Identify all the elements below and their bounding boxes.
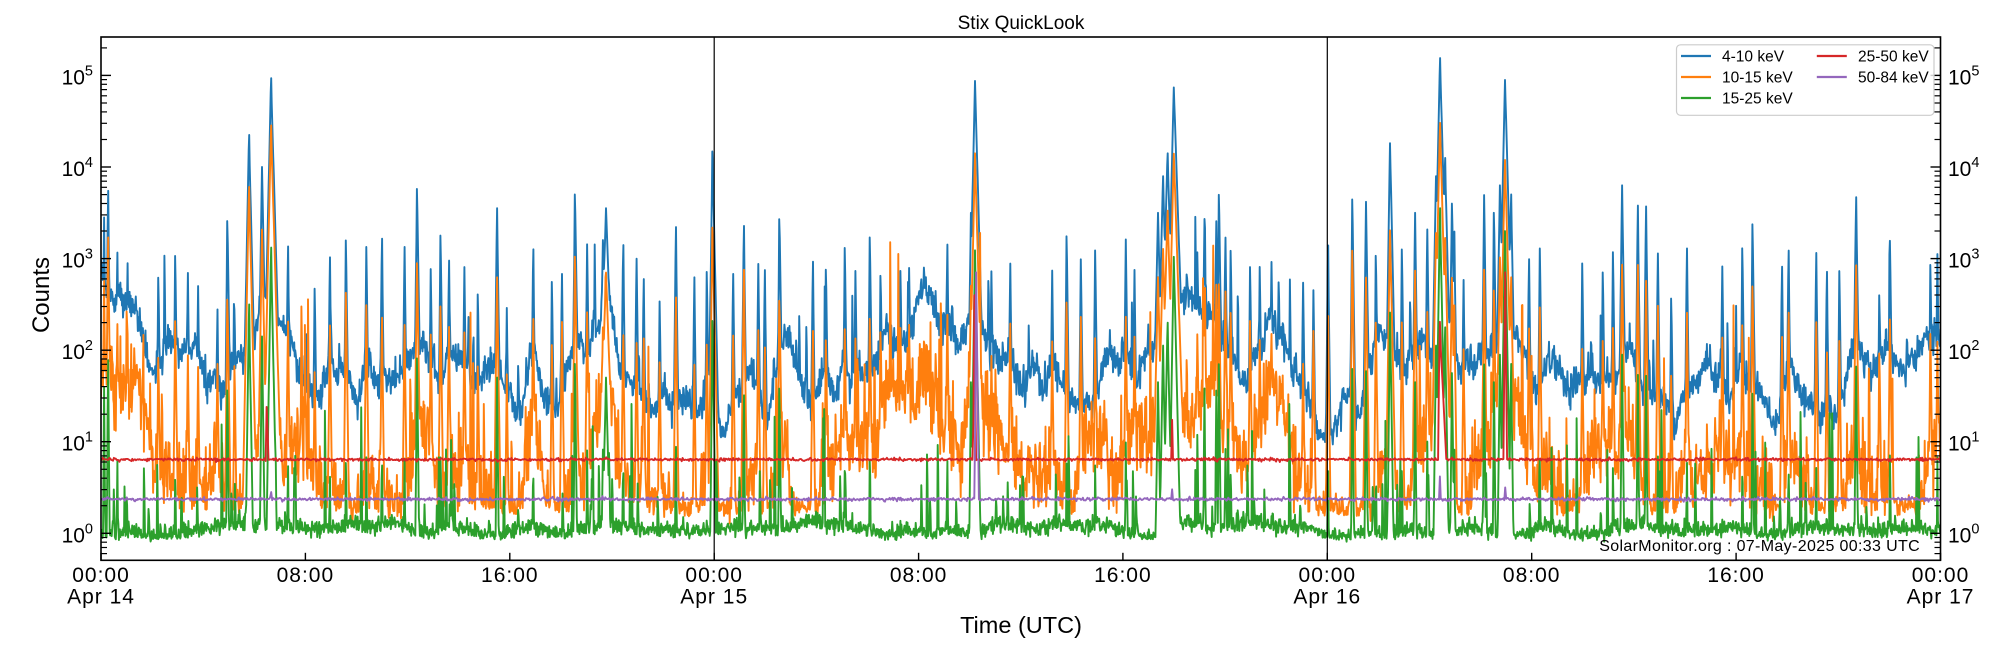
svg-text:25-50 keV: 25-50 keV (1858, 49, 1929, 66)
svg-text:Apr 15: Apr 15 (680, 586, 748, 609)
svg-text:00:00: 00:00 (1299, 564, 1357, 587)
svg-text:16:00: 16:00 (481, 564, 539, 587)
svg-text:08:00: 08:00 (1503, 564, 1561, 587)
svg-text:08:00: 08:00 (890, 564, 948, 587)
svg-text:00:00: 00:00 (72, 564, 130, 587)
svg-text:Stix QuickLook: Stix QuickLook (958, 13, 1085, 34)
svg-text:16:00: 16:00 (1094, 564, 1152, 587)
svg-text:00:00: 00:00 (1912, 564, 1970, 587)
svg-text:00:00: 00:00 (685, 564, 743, 587)
svg-text:Time (UTC): Time (UTC) (960, 612, 1082, 638)
svg-text:10-15 keV: 10-15 keV (1722, 70, 1793, 87)
svg-text:Apr 14: Apr 14 (67, 586, 135, 609)
svg-text:50-84 keV: 50-84 keV (1858, 70, 1929, 87)
svg-text:Apr 16: Apr 16 (1293, 586, 1361, 609)
svg-text:SolarMonitor.org : 07-May-2025: SolarMonitor.org : 07-May-2025 00:33 UTC (1599, 538, 1920, 555)
svg-text:08:00: 08:00 (277, 564, 335, 587)
svg-text:101: 101 (1948, 430, 1979, 456)
svg-text:4-10 keV: 4-10 keV (1722, 49, 1785, 66)
svg-text:Counts: Counts (28, 257, 55, 333)
svg-text:15-25 keV: 15-25 keV (1722, 91, 1793, 108)
svg-text:Apr 17: Apr 17 (1907, 586, 1975, 609)
svg-text:16:00: 16:00 (1707, 564, 1765, 587)
